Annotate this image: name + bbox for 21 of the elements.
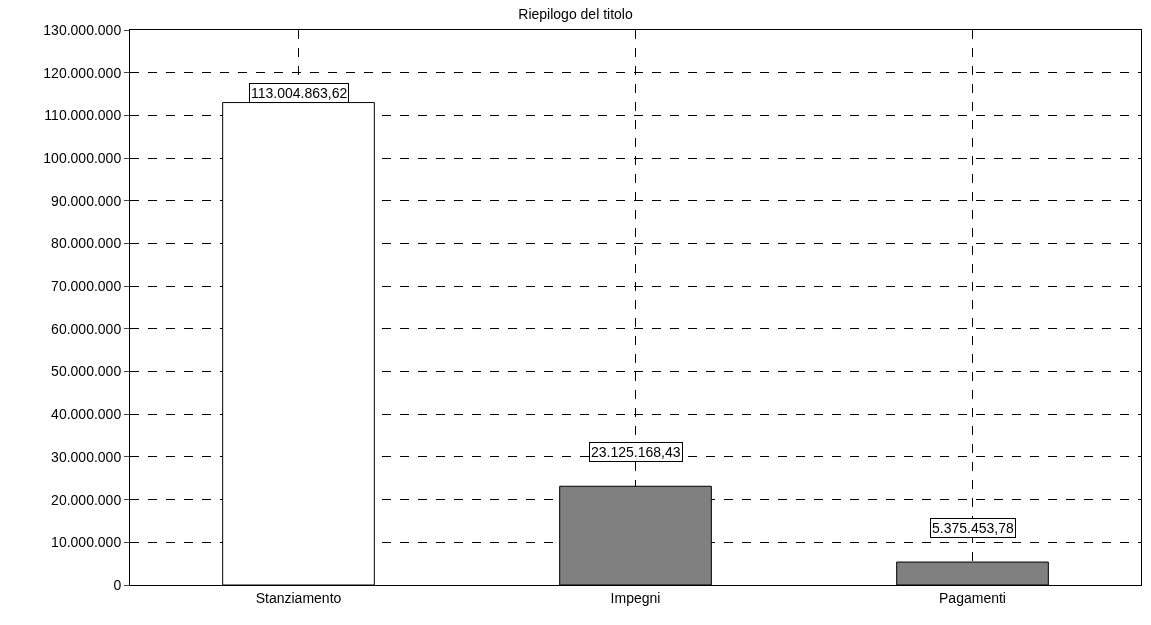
chart-title: Riepilogo del titolo [518,6,633,23]
x-tick-label: Pagamenti [939,589,1006,606]
y-tick-label: 130.000.000 [43,21,122,38]
y-tick-label: 10.000.000 [51,534,122,551]
data-label: 23.125.168,43 [591,444,681,460]
y-tick-label: 40.000.000 [51,406,122,423]
y-tick-label: 20.000.000 [51,491,122,508]
y-tick-label: 120.000.000 [43,64,122,81]
y-tick-label: 70.000.000 [51,278,122,295]
y-tick-label: 90.000.000 [51,192,122,209]
y-tick-label: 60.000.000 [51,320,122,337]
data-label: 5.375.453,78 [932,520,1014,536]
y-tick-label: 30.000.000 [51,448,122,465]
x-tick-label: Impegni [610,589,661,606]
data-label: 113.004.863,62 [251,85,348,101]
y-tick-label: 0 [113,576,122,593]
y-tick-label: 50.000.000 [51,363,122,380]
y-tick-label: 80.000.000 [51,235,122,252]
y-tick-label: 110.000.000 [44,107,122,124]
x-tick-label: Stanziamento [255,589,342,606]
y-tick-label: 100.000.000 [43,149,122,166]
